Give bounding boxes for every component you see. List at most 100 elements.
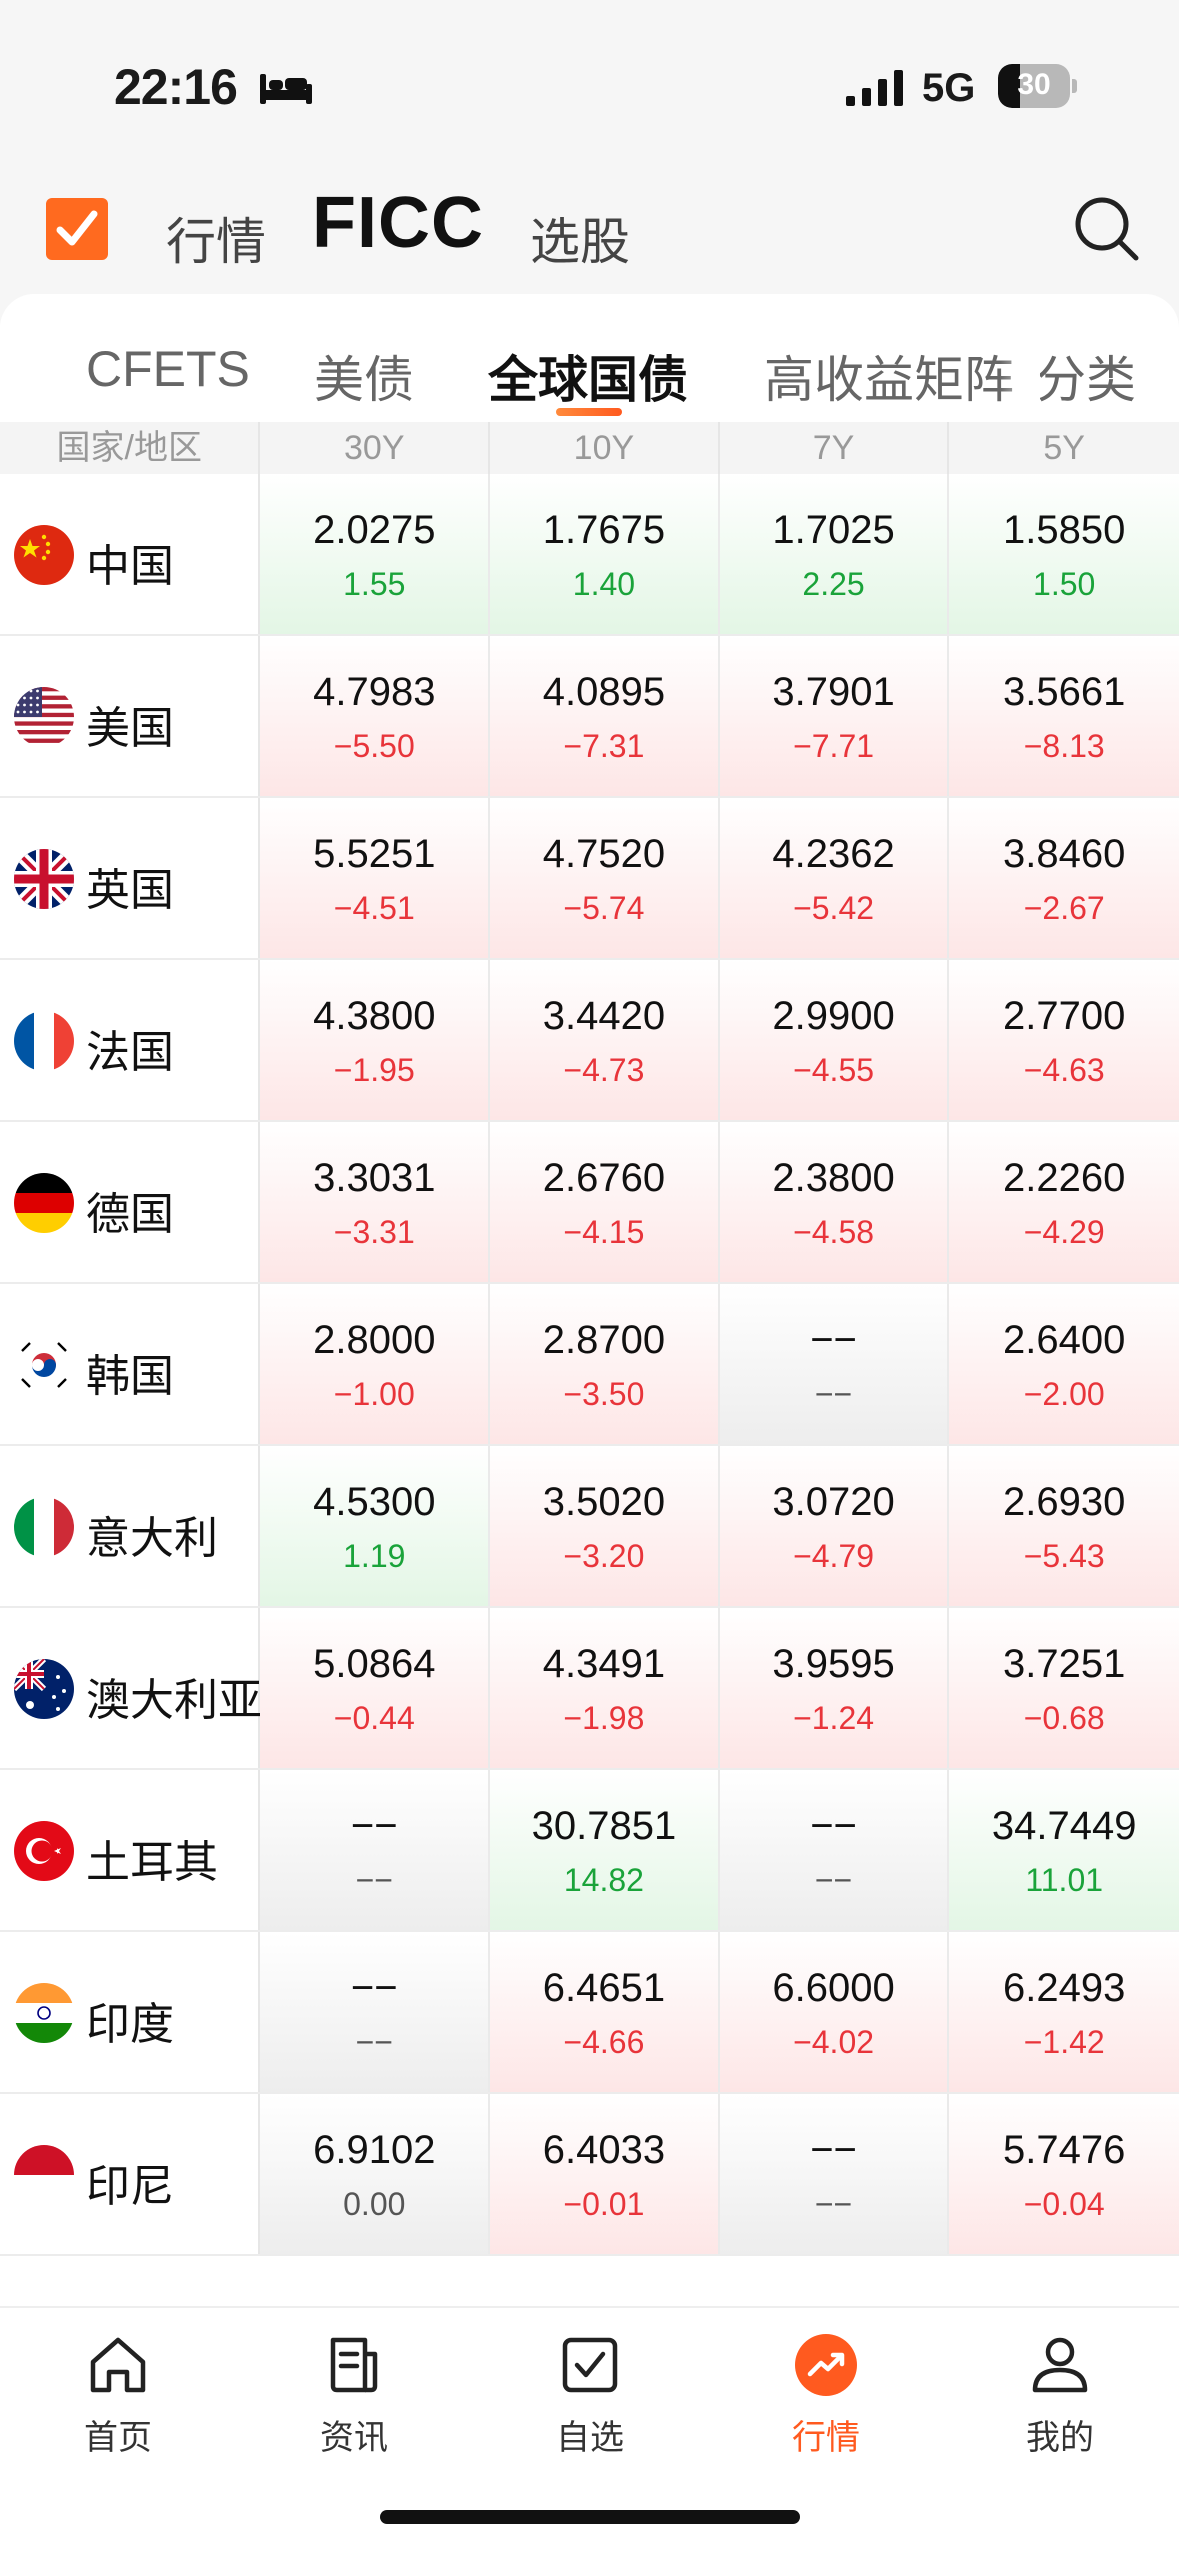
yield-value: 1.5850 bbox=[1003, 508, 1126, 552]
column-header-5y[interactable]: 5Y bbox=[1043, 429, 1085, 467]
table-row[interactable]: 澳大利亚 5.0864 −0.44 4.3491 −1.98 3.9595 −1.24 3.7… bbox=[0, 1608, 1179, 1770]
yield-cell[interactable]: 2.6760 −4.15 bbox=[490, 1122, 720, 1282]
yield-cell[interactable]: 3.7251 −0.68 bbox=[949, 1608, 1179, 1768]
yield-cell[interactable]: 3.3031 −3.31 bbox=[260, 1122, 491, 1282]
yield-cell[interactable]: 2.6400 −2.00 bbox=[949, 1284, 1179, 1444]
table-row[interactable]: 印尼 6.9102 0.00 6.4033 −0.01 −− −− 5.7476 −0.04 bbox=[0, 2094, 1179, 2256]
italy-flag-icon bbox=[14, 1497, 74, 1557]
yield-cell[interactable]: 6.4651 −4.66 bbox=[490, 1932, 720, 2092]
yield-cell[interactable]: −− −− bbox=[719, 2094, 950, 2254]
yield-cell[interactable]: −− −− bbox=[260, 1770, 491, 1930]
yield-cell[interactable]: 4.3800 −1.95 bbox=[260, 960, 491, 1120]
country-cell[interactable]: 中国 bbox=[0, 474, 261, 634]
yield-change: −3.31 bbox=[333, 1214, 415, 1250]
yield-cell[interactable]: 1.5850 1.50 bbox=[949, 474, 1179, 634]
status-bar: 22:16 5G 30 bbox=[0, 0, 1179, 160]
yield-cell[interactable]: 3.9595 −1.24 bbox=[719, 1608, 950, 1768]
bottom-tab-news[interactable]: 资讯 bbox=[264, 2332, 444, 2459]
yield-value: 4.7983 bbox=[313, 670, 436, 714]
nav-tab-market[interactable]: 行情 bbox=[166, 214, 266, 270]
yield-cell[interactable]: 3.5661 −8.13 bbox=[949, 636, 1179, 796]
china-flag-icon bbox=[14, 525, 74, 585]
yield-cell[interactable]: 1.7675 1.40 bbox=[490, 474, 720, 634]
country-cell[interactable]: 韩国 bbox=[0, 1284, 261, 1444]
battery-level: 30 bbox=[1017, 68, 1051, 101]
nav-tab-ficc[interactable]: FICC bbox=[312, 183, 484, 263]
yield-value: 1.7025 bbox=[772, 508, 895, 552]
sub-tab-high-yield[interactable]: 高收益矩阵 bbox=[764, 352, 1014, 408]
yield-change: −1.95 bbox=[333, 1052, 415, 1088]
yield-cell[interactable]: 2.2260 −4.29 bbox=[949, 1122, 1179, 1282]
column-header-10y[interactable]: 10Y bbox=[490, 422, 720, 474]
bottom-tab-home[interactable]: 首页 bbox=[28, 2332, 208, 2459]
sub-tab-cfets[interactable]: CFETS bbox=[86, 341, 250, 397]
sub-tab-us-treasury[interactable]: 美债 bbox=[314, 352, 414, 408]
table-row[interactable]: 土耳其 −− −− 30.7851 14.82 −− −− 34.7449 11.01 bbox=[0, 1770, 1179, 1932]
yield-cell[interactable]: 6.4033 −0.01 bbox=[490, 2094, 720, 2254]
yield-cell[interactable]: 2.3800 −4.58 bbox=[719, 1122, 950, 1282]
yield-cell[interactable]: 3.5020 −3.20 bbox=[490, 1446, 720, 1606]
yield-cell[interactable]: 4.3491 −1.98 bbox=[490, 1608, 720, 1768]
yield-cell[interactable]: −− −− bbox=[260, 1932, 491, 2092]
yield-value: 5.5251 bbox=[313, 832, 436, 876]
yield-cell[interactable]: 2.0275 1.55 bbox=[260, 474, 491, 634]
column-header-country[interactable]: 国家/地区 bbox=[0, 422, 261, 474]
yield-change: −0.04 bbox=[1023, 2186, 1105, 2222]
country-cell[interactable]: 印度 bbox=[0, 1932, 261, 2092]
country-cell[interactable]: 土耳其 bbox=[0, 1770, 261, 1930]
yield-cell[interactable]: 1.7025 2.25 bbox=[719, 474, 950, 634]
table-row[interactable]: 韩国 2.8000 −1.00 2.8700 −3.50 −− −− 2.6400 −2.00 bbox=[0, 1284, 1179, 1446]
search-icon[interactable] bbox=[1072, 194, 1142, 264]
table-row[interactable]: 意大利 4.5300 1.19 3.5020 −3.20 3.0720 −4.79 2.693… bbox=[0, 1446, 1179, 1608]
yield-cell[interactable]: 6.9102 0.00 bbox=[260, 2094, 491, 2254]
column-header-30y[interactable]: 30Y bbox=[260, 422, 491, 474]
yield-cell[interactable]: 4.2362 −5.42 bbox=[719, 798, 950, 958]
yield-cell[interactable]: 2.6930 −5.43 bbox=[949, 1446, 1179, 1606]
yield-cell[interactable]: 4.7983 −5.50 bbox=[260, 636, 491, 796]
yield-cell[interactable]: 4.0895 −7.31 bbox=[490, 636, 720, 796]
yield-cell[interactable]: 6.6000 −4.02 bbox=[719, 1932, 950, 2092]
yield-cell[interactable]: 2.8000 −1.00 bbox=[260, 1284, 491, 1444]
yield-cell[interactable]: 6.2493 −1.42 bbox=[949, 1932, 1179, 2092]
yield-cell[interactable]: 3.4420 −4.73 bbox=[490, 960, 720, 1120]
table-row[interactable]: 中国 2.0275 1.55 1.7675 1.40 1.7025 2.25 1.5850 1.… bbox=[0, 474, 1179, 636]
yield-cell[interactable]: 5.5251 −4.51 bbox=[260, 798, 491, 958]
column-header-7y[interactable]: 7Y bbox=[720, 422, 950, 474]
yield-cell[interactable]: 2.8700 −3.50 bbox=[490, 1284, 720, 1444]
yield-cell[interactable]: 3.0720 −4.79 bbox=[719, 1446, 950, 1606]
country-cell[interactable]: 澳大利亚 bbox=[0, 1608, 262, 1768]
yield-change: −3.50 bbox=[563, 1376, 645, 1412]
country-cell[interactable]: 印尼 bbox=[0, 2094, 261, 2254]
table-row[interactable]: 美国 4.7983 −5.50 4.0895 −7.31 3.7901 −7.71 3.566… bbox=[0, 636, 1179, 798]
country-cell[interactable]: 法国 bbox=[0, 960, 261, 1120]
sub-tab-bar: CFETS 美债 全球国债 高收益矩阵 分类 bbox=[0, 294, 1179, 422]
country-cell[interactable]: 英国 bbox=[0, 798, 261, 958]
country-cell[interactable]: 意大利 bbox=[0, 1446, 261, 1606]
yield-cell[interactable]: 2.9900 −4.55 bbox=[719, 960, 950, 1120]
yield-cell[interactable]: 5.0864 −0.44 bbox=[260, 1608, 491, 1768]
sub-tab-global-bonds[interactable]: 全球国债 bbox=[488, 352, 688, 408]
yield-change: −2.67 bbox=[1023, 890, 1105, 926]
yield-cell[interactable]: 4.7520 −5.74 bbox=[490, 798, 720, 958]
app-logo-icon[interactable] bbox=[46, 198, 108, 260]
yield-cell[interactable]: −− −− bbox=[719, 1284, 950, 1444]
country-cell[interactable]: 德国 bbox=[0, 1122, 261, 1282]
table-row[interactable]: 英国 5.5251 −4.51 4.7520 −5.74 4.2362 −5.42 3.846… bbox=[0, 798, 1179, 960]
table-row[interactable]: 法国 4.3800 −1.95 3.4420 −4.73 2.9900 −4.55 2.770… bbox=[0, 960, 1179, 1122]
bottom-tab-watchlist[interactable]: 自选 bbox=[500, 2332, 680, 2459]
yield-cell[interactable]: 3.7901 −7.71 bbox=[719, 636, 950, 796]
table-row[interactable]: 印度 −− −− 6.4651 −4.66 6.6000 −4.02 6.2493 −1.42 bbox=[0, 1932, 1179, 2094]
nav-tab-stock-picker[interactable]: 选股 bbox=[530, 214, 630, 270]
bottom-tab-market[interactable]: 行情 bbox=[736, 2332, 916, 2459]
bottom-tab-profile[interactable]: 我的 bbox=[970, 2332, 1150, 2459]
sub-tab-category[interactable]: 分类 bbox=[1036, 352, 1136, 408]
yield-cell[interactable]: 34.7449 11.01 bbox=[949, 1770, 1179, 1930]
country-cell[interactable]: 美国 bbox=[0, 636, 261, 796]
table-row[interactable]: 德国 3.3031 −3.31 2.6760 −4.15 2.3800 −4.58 2.226… bbox=[0, 1122, 1179, 1284]
yield-cell[interactable]: 4.5300 1.19 bbox=[260, 1446, 491, 1606]
yield-cell[interactable]: −− −− bbox=[719, 1770, 950, 1930]
yield-cell[interactable]: 30.7851 14.82 bbox=[490, 1770, 720, 1930]
yield-cell[interactable]: 2.7700 −4.63 bbox=[949, 960, 1179, 1120]
yield-cell[interactable]: 3.8460 −2.67 bbox=[949, 798, 1179, 958]
yield-cell[interactable]: 5.7476 −0.04 bbox=[949, 2094, 1179, 2254]
